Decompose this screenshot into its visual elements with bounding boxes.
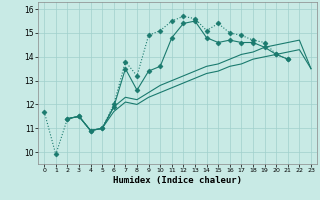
X-axis label: Humidex (Indice chaleur): Humidex (Indice chaleur) [113,176,242,185]
